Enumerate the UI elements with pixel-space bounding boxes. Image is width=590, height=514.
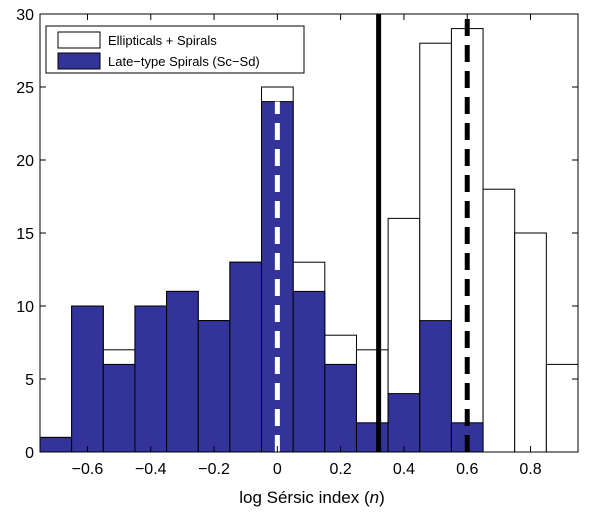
y-tick-label: 25 bbox=[16, 80, 34, 97]
ellipticals-spirals-bar bbox=[482, 188, 516, 453]
legend: Ellipticals + Spirals Late−type Spirals … bbox=[45, 25, 305, 74]
late-type-spirals-bar bbox=[387, 393, 421, 453]
late-type-spirals-bar bbox=[71, 305, 104, 453]
y-tick-label: 10 bbox=[16, 299, 34, 316]
late-type-spirals-bar bbox=[134, 305, 168, 453]
x-axis-ticks: −0.6 −0.4 −0.2 0 0.2 0.4 0.6 0.8 bbox=[72, 14, 542, 478]
y-tick-label: 5 bbox=[25, 372, 34, 389]
y-tick-label: 30 bbox=[16, 7, 34, 24]
legend-swatch-late-type-spirals bbox=[57, 52, 101, 70]
x-tick-label: 0.8 bbox=[519, 461, 541, 478]
late-type-spirals-bar bbox=[419, 320, 452, 453]
late-type-spirals-bar bbox=[197, 320, 231, 453]
y-tick-label: 15 bbox=[16, 226, 34, 243]
ellipticals-spirals-bar bbox=[514, 232, 547, 453]
x-tick-label: 0.2 bbox=[330, 461, 352, 478]
late-type-spirals-bar bbox=[166, 290, 199, 453]
x-tick-label: 0.6 bbox=[456, 461, 478, 478]
late-type-spirals-bar bbox=[355, 422, 389, 453]
reference-lines bbox=[274, 14, 470, 452]
x-tick-label: 0 bbox=[273, 461, 282, 478]
late-type-spirals-bar bbox=[39, 436, 73, 453]
late-type-spirals-bar bbox=[229, 261, 263, 453]
ellipticals-spirals-bar bbox=[545, 363, 579, 453]
y-tick-label: 20 bbox=[16, 153, 34, 170]
late-type-spirals-bar bbox=[292, 290, 326, 453]
legend-swatch-ellipticals-spirals bbox=[57, 31, 101, 49]
x-tick-label: 0.4 bbox=[393, 461, 415, 478]
y-tick-label: 0 bbox=[25, 445, 34, 462]
x-tick-label: −0.6 bbox=[72, 461, 104, 478]
late-type-spirals-bar bbox=[324, 363, 357, 453]
x-tick-label: −0.4 bbox=[135, 461, 167, 478]
x-tick-label: −0.2 bbox=[198, 461, 230, 478]
legend-label-ellipticals-spirals: Ellipticals + Spirals bbox=[108, 33, 217, 48]
x-axis-label: log Sérsic index (n) bbox=[239, 488, 385, 507]
late-type-spirals-bar bbox=[102, 363, 136, 453]
legend-label-late-type-spirals: Late−type Spirals (Sc−Sd) bbox=[108, 54, 260, 69]
y-axis-ticks: 0 5 10 15 20 25 30 bbox=[16, 7, 578, 462]
